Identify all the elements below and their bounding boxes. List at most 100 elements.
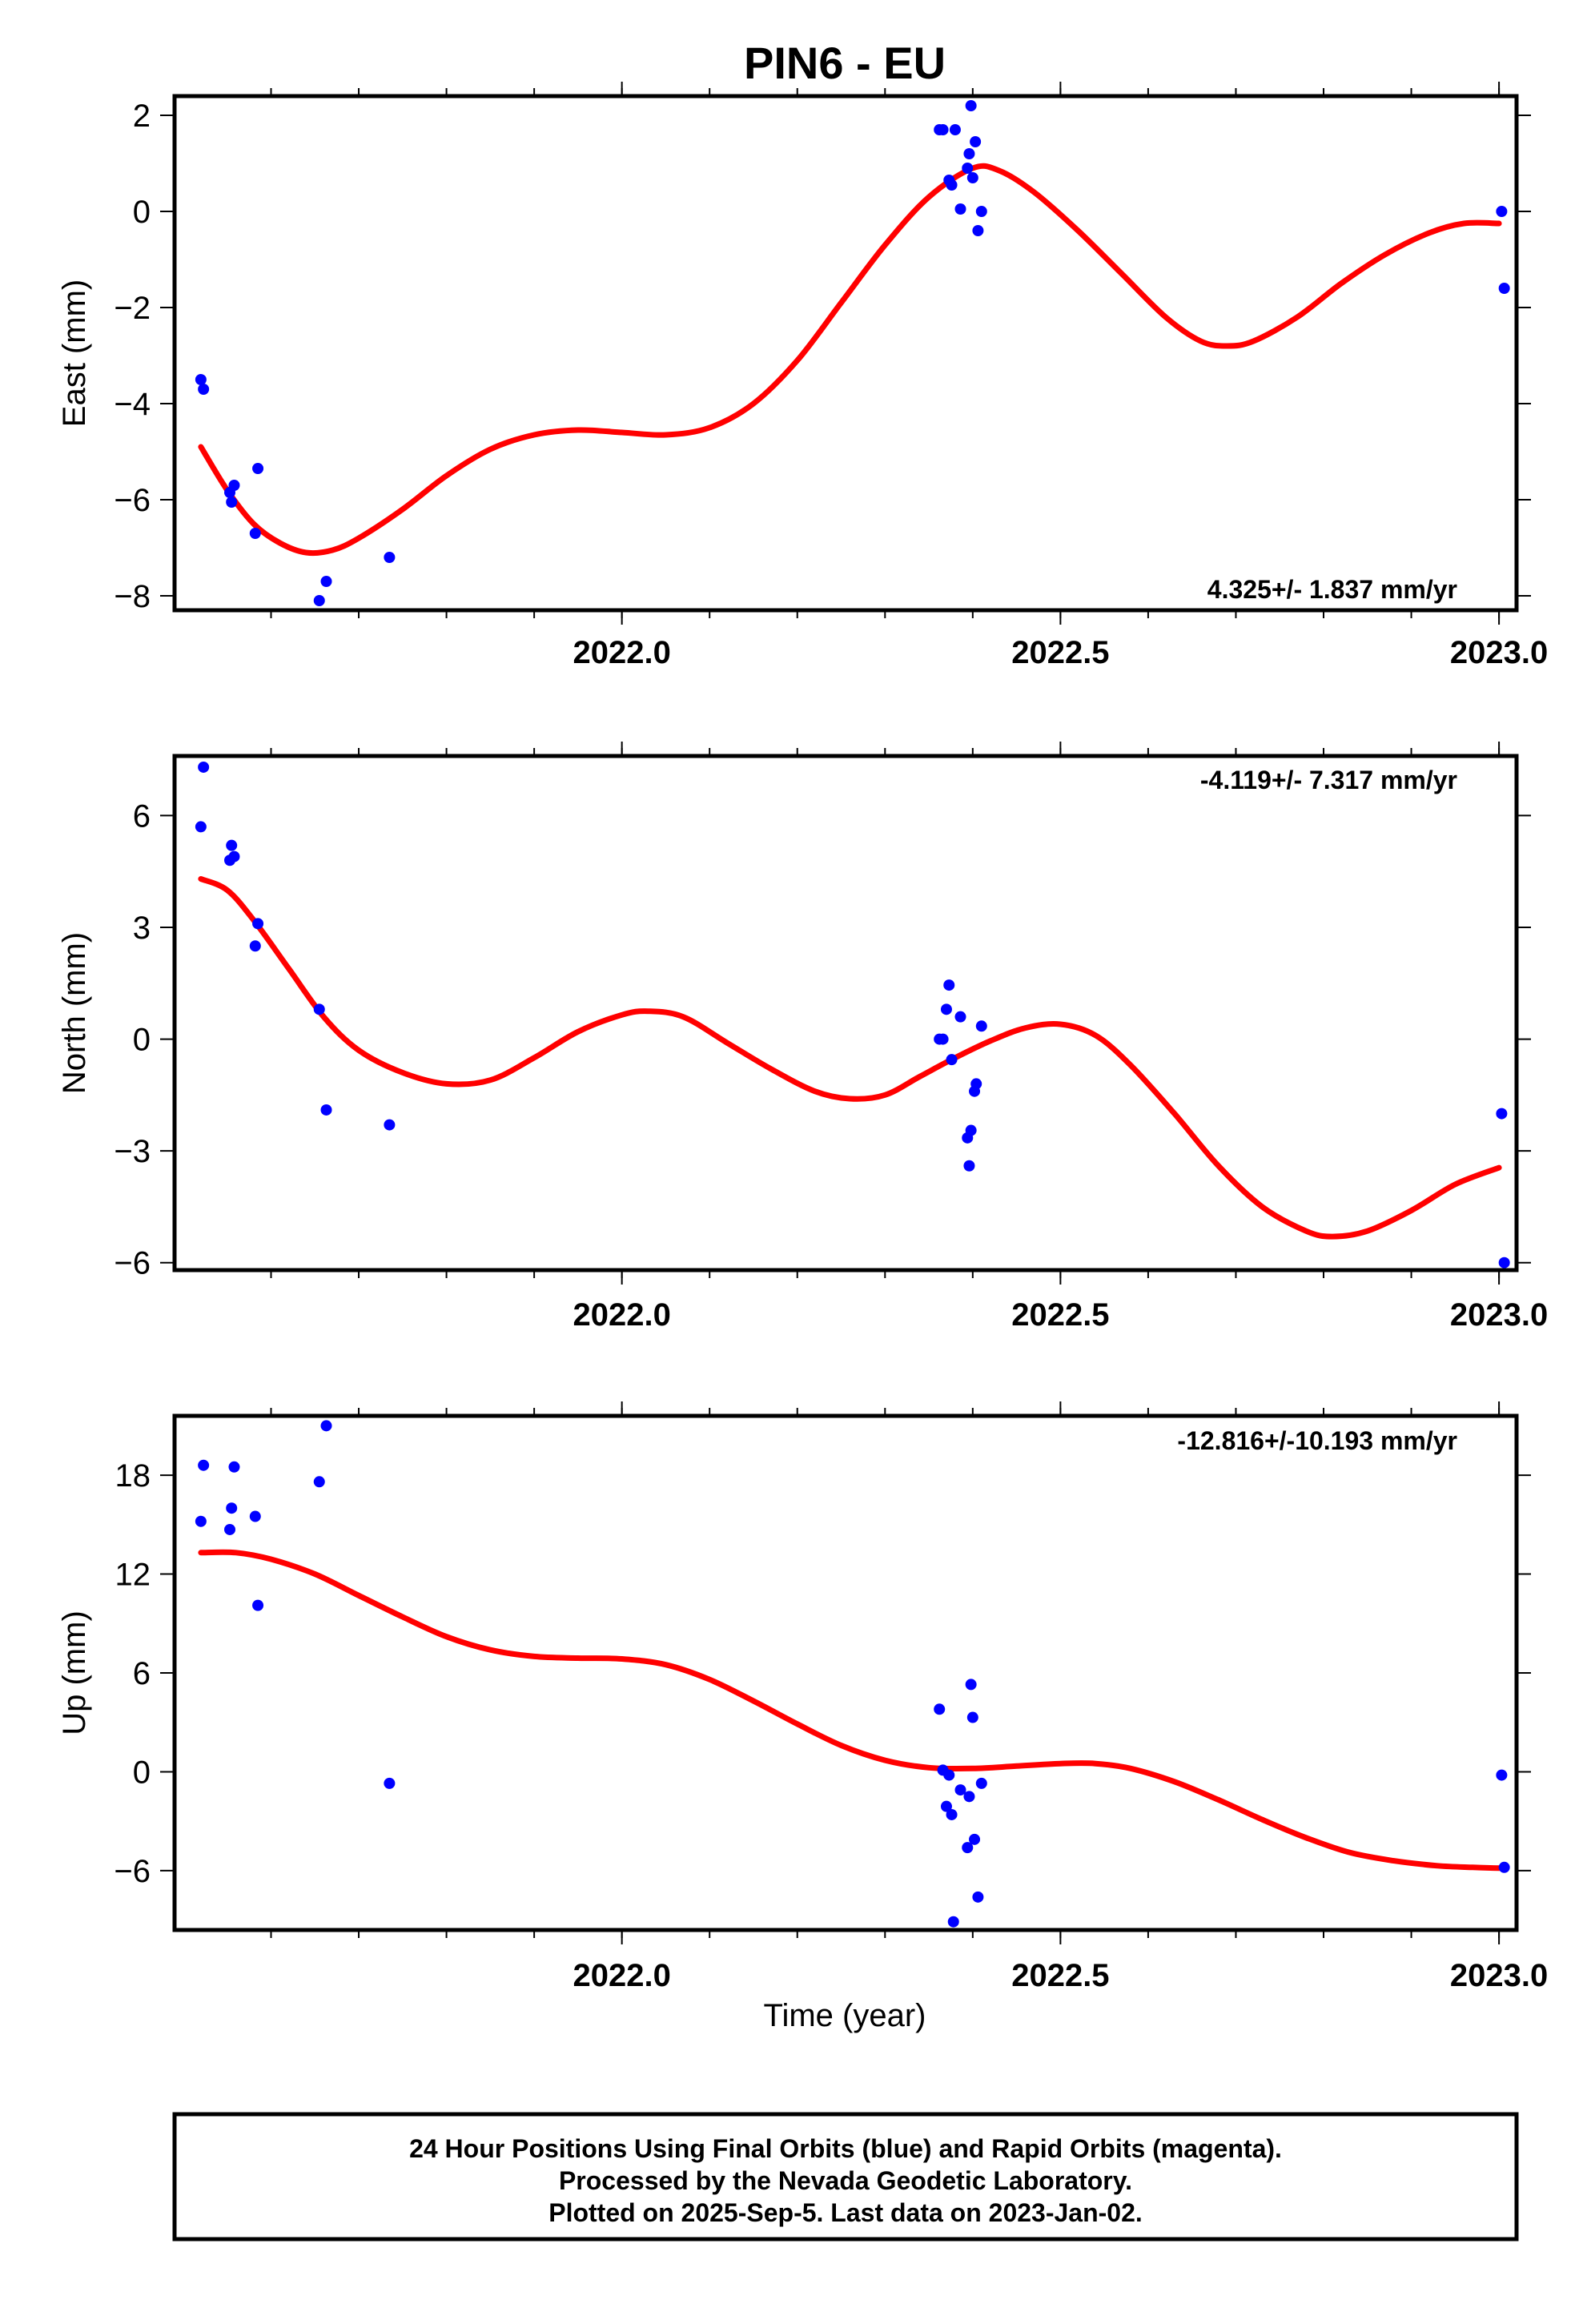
x-tick-label: 2022.5 — [1011, 1958, 1109, 1993]
y-tick-label: 6 — [133, 1656, 151, 1691]
data-point — [228, 1461, 240, 1473]
y-tick-label: 6 — [133, 798, 151, 834]
y-tick-label: −2 — [114, 291, 151, 326]
data-point — [252, 918, 264, 930]
panel-north: 2022.0 2022.5 2023.0 6 3 0 −3 −6 North (mm) -4.11… — [57, 742, 1548, 1333]
y-tick-label: 12 — [115, 1558, 151, 1593]
data-point — [313, 1476, 325, 1488]
y-tick-label: 0 — [133, 195, 151, 230]
plot-frame — [172, 754, 1519, 1273]
x-tick-label: 2022.5 — [1011, 1297, 1109, 1333]
chart-panels: 2022.0 2022.5 2023.0 2 0 −2 −4 −6 −8 East (mm) 4.3… — [57, 82, 1548, 1993]
x-tick-label: 2022.5 — [1011, 635, 1109, 670]
data-point — [949, 124, 961, 135]
data-point — [940, 1003, 952, 1015]
data-point — [1498, 283, 1510, 294]
data-point — [1496, 206, 1508, 217]
data-point — [249, 940, 261, 952]
data-point — [224, 1523, 236, 1535]
data-point — [228, 850, 240, 862]
fit-curve — [198, 1549, 1502, 1872]
data-point — [965, 1124, 977, 1136]
data-point — [963, 1791, 975, 1803]
x-axis-label: Time (year) — [764, 1998, 926, 2033]
y-tick-label: −6 — [114, 483, 151, 518]
data-point — [966, 172, 978, 183]
data-point — [320, 1420, 332, 1432]
data-point — [252, 463, 264, 474]
footer-line-3: Plotted on 2025-Sep-5. Last data on 2023… — [548, 2198, 1143, 2227]
data-point — [320, 1104, 332, 1116]
data-point — [226, 839, 238, 851]
x-tick-label: 2022.0 — [573, 1958, 670, 1993]
panel-east: 2022.0 2022.5 2023.0 2 0 −2 −4 −6 −8 East (mm) 4.3… — [57, 82, 1548, 670]
data-point — [940, 1800, 952, 1812]
y-tick-label: 18 — [115, 1458, 151, 1494]
data-point — [313, 1003, 325, 1015]
data-point — [249, 1510, 261, 1522]
y-axis-label: North (mm) — [57, 932, 92, 1094]
data-point — [975, 206, 987, 217]
data-point — [963, 148, 975, 159]
data-point — [1498, 1256, 1510, 1269]
footer-line-1: 24 Hour Positions Using Final Orbits (bl… — [409, 2134, 1282, 2163]
chart-title: PIN6 - EU — [744, 38, 946, 88]
data-point — [384, 552, 396, 563]
rate-annotation: 4.325+/- 1.837 mm/yr — [1207, 575, 1457, 604]
rate-annotation: -12.816+/-10.193 mm/yr — [1177, 1426, 1457, 1455]
data-point — [962, 1842, 974, 1854]
data-point — [249, 528, 261, 539]
data-point — [965, 1679, 977, 1691]
data-point — [226, 497, 238, 508]
y-tick-label: 3 — [133, 911, 151, 946]
y-tick-label: 0 — [133, 1023, 151, 1058]
fit-curve — [198, 876, 1502, 1240]
data-point — [937, 124, 949, 135]
data-point — [937, 1033, 949, 1045]
data-point — [313, 595, 325, 606]
y-tick-label: −3 — [114, 1134, 151, 1169]
data-point — [970, 1078, 982, 1090]
x-tick-label: 2022.0 — [573, 1297, 670, 1333]
data-point — [975, 1020, 987, 1032]
x-tick-label: 2023.0 — [1450, 635, 1548, 670]
y-tick-label: −6 — [114, 1246, 151, 1281]
data-point — [320, 576, 332, 587]
data-point — [975, 1777, 987, 1789]
y-tick-label: 2 — [133, 99, 151, 134]
data-point — [943, 1769, 955, 1781]
data-point — [965, 100, 977, 111]
data-point — [946, 1808, 958, 1820]
y-axis-label: Up (mm) — [57, 1610, 92, 1735]
data-point — [384, 1777, 396, 1789]
data-point — [1496, 1769, 1508, 1781]
data-point — [972, 1891, 984, 1903]
y-axis-label: East (mm) — [57, 279, 92, 427]
data-point — [252, 1599, 264, 1611]
footer-line-2: Processed by the Nevada Geodetic Laborat… — [559, 2166, 1132, 2195]
panel-up: 2022.0 2022.5 2023.0 18 12 6 0 −6 Up (mm) -12.816… — [57, 1401, 1548, 1993]
data-point — [970, 136, 982, 147]
footer-box: 24 Hour Positions Using Final Orbits (bl… — [172, 2112, 1519, 2242]
y-tick-label: −6 — [114, 1854, 151, 1889]
data-point — [226, 1502, 238, 1514]
plot-frame — [172, 94, 1519, 613]
data-point — [934, 1703, 946, 1715]
data-point — [195, 374, 207, 385]
data-point — [966, 1711, 978, 1723]
footer-frame — [172, 2112, 1519, 2242]
data-point — [947, 1916, 959, 1928]
data-point — [1496, 1108, 1508, 1120]
data-point — [946, 1054, 958, 1066]
y-tick-label: −8 — [114, 579, 151, 614]
data-point — [954, 203, 966, 215]
data-point — [198, 761, 210, 773]
y-tick-label: 0 — [133, 1755, 151, 1790]
rate-annotation: -4.119+/- 7.317 mm/yr — [1200, 766, 1457, 794]
data-point — [969, 1833, 981, 1845]
data-point — [972, 225, 984, 236]
data-point — [384, 1119, 396, 1131]
x-tick-label: 2023.0 — [1450, 1958, 1548, 1993]
